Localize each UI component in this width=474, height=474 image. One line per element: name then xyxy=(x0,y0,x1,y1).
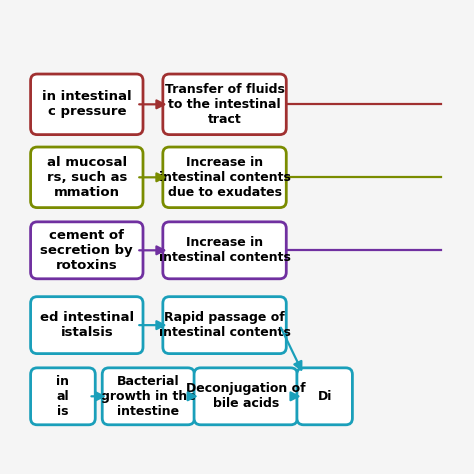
FancyBboxPatch shape xyxy=(31,297,143,354)
Text: ed intestinal
istalsis: ed intestinal istalsis xyxy=(40,311,134,339)
Text: Increase in
intestinal contents
due to exudates: Increase in intestinal contents due to e… xyxy=(159,156,291,199)
Text: in intestinal
c pressure: in intestinal c pressure xyxy=(42,91,132,118)
FancyBboxPatch shape xyxy=(194,368,297,425)
Text: Deconjugation of
bile acids: Deconjugation of bile acids xyxy=(186,383,305,410)
Text: Rapid passage of
intestinal contents: Rapid passage of intestinal contents xyxy=(159,311,291,339)
Text: Di: Di xyxy=(318,390,332,403)
FancyBboxPatch shape xyxy=(163,297,286,354)
FancyBboxPatch shape xyxy=(31,74,143,135)
FancyBboxPatch shape xyxy=(102,368,194,425)
Text: al mucosal
rs, such as
mmation: al mucosal rs, such as mmation xyxy=(46,156,127,199)
FancyBboxPatch shape xyxy=(163,222,286,279)
Text: Transfer of fluids
to the intestinal
tract: Transfer of fluids to the intestinal tra… xyxy=(164,83,284,126)
FancyBboxPatch shape xyxy=(31,222,143,279)
Text: Bacterial
growth in the
intestine: Bacterial growth in the intestine xyxy=(101,375,196,418)
Text: Increase in
intestinal contents: Increase in intestinal contents xyxy=(159,237,291,264)
Text: in
al
is: in al is xyxy=(56,375,69,418)
FancyBboxPatch shape xyxy=(31,368,95,425)
Text: cement of
secretion by
rotoxins: cement of secretion by rotoxins xyxy=(40,229,133,272)
FancyBboxPatch shape xyxy=(163,147,286,208)
FancyBboxPatch shape xyxy=(31,147,143,208)
FancyBboxPatch shape xyxy=(163,74,286,135)
FancyBboxPatch shape xyxy=(297,368,352,425)
